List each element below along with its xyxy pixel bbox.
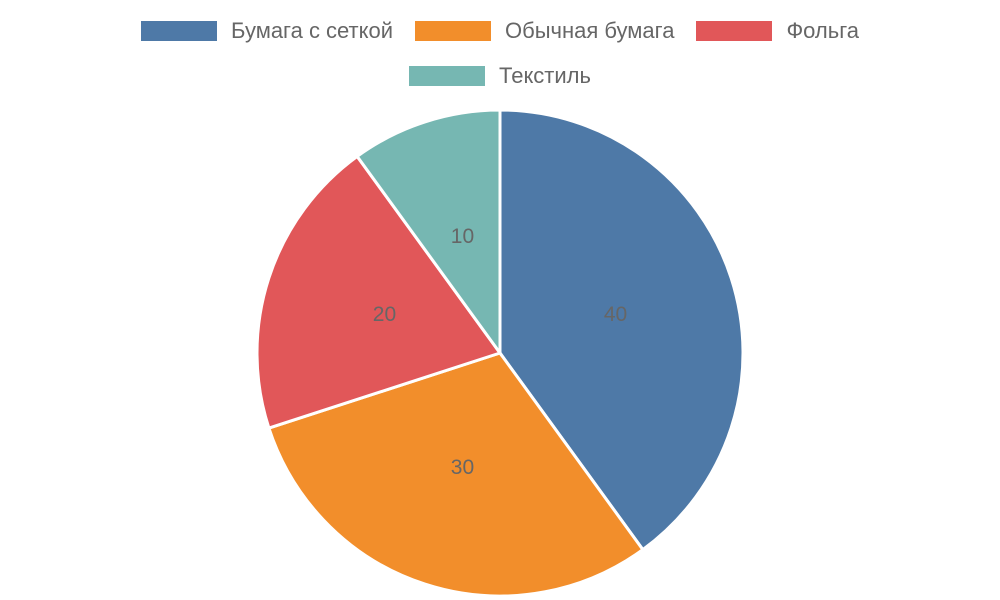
legend-label: Фольга [786,18,859,43]
legend: Бумага с сеткой Обычная бумага Фольга Текст… [100,18,900,88]
legend-label: Бумага с сеткой [230,18,394,43]
data-label: 20 [373,303,396,326]
legend-item: Фольга [696,18,859,43]
pie-slice [267,351,645,598]
legend-item: Обычная бумага [415,18,675,43]
data-label: 40 [604,303,627,326]
legend-label: Текстиль [499,63,591,88]
legend-label: Обычная бумага [505,18,675,43]
legend-swatch [409,66,485,86]
legend-swatch [696,21,773,41]
legend-item: Бумага с сеткой [140,18,394,43]
pie-slice [498,108,745,552]
legend-item: Текстиль [409,63,591,88]
legend-swatch [415,21,492,41]
pie-slice [255,154,503,430]
legend-swatch [140,21,217,41]
data-label: 30 [451,456,474,479]
data-label: 10 [451,225,474,248]
pie-slice [355,108,502,358]
